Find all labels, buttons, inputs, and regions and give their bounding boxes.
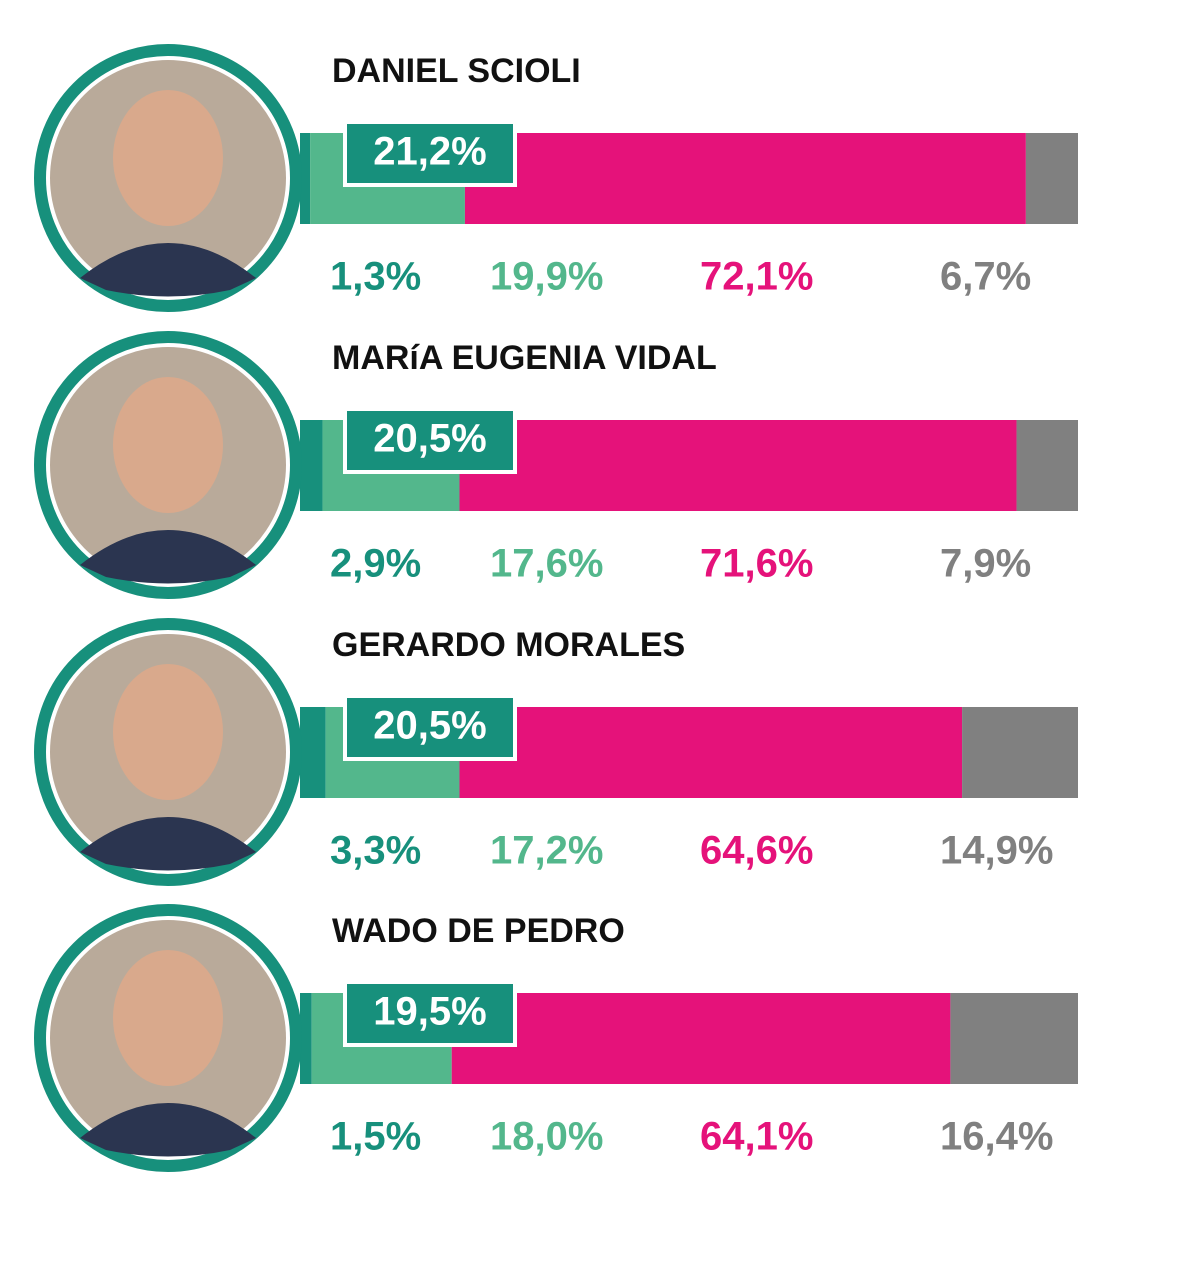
bar-segment — [300, 133, 311, 224]
portrait-body — [80, 530, 256, 584]
total-box — [343, 120, 517, 187]
value-label: 64,1% — [700, 1115, 813, 1159]
bar-segment — [459, 420, 1017, 511]
bar-segment — [300, 707, 326, 798]
bar-segment — [1016, 420, 1078, 511]
bar-segment — [459, 707, 963, 798]
value-label: 17,6% — [490, 542, 603, 586]
portrait-head — [113, 377, 223, 513]
value-label: 17,2% — [490, 829, 603, 873]
total-box — [343, 980, 517, 1047]
value-label: 16,4% — [940, 1115, 1053, 1159]
bar-segment — [962, 707, 1078, 798]
value-label: 71,6% — [700, 542, 813, 586]
total-box — [343, 407, 517, 474]
portrait-head — [113, 950, 223, 1086]
bar-segment — [300, 993, 312, 1084]
bar-segment — [300, 420, 323, 511]
value-label: 14,9% — [940, 829, 1053, 873]
candidate-name: GERARDO MORALES — [332, 626, 685, 664]
candidate-name: WADO DE PEDRO — [332, 912, 625, 950]
value-label: 64,6% — [700, 829, 813, 873]
value-label: 18,0% — [490, 1115, 603, 1159]
portrait — [34, 904, 302, 1172]
total-label: 20,5% — [373, 417, 486, 461]
value-label: 19,9% — [490, 255, 603, 299]
candidate-name: MARíA EUGENIA VIDAL — [332, 339, 717, 377]
portrait-body — [80, 243, 256, 297]
portrait-body — [80, 1103, 256, 1157]
value-label: 7,9% — [940, 542, 1031, 586]
value-label: 1,3% — [330, 255, 421, 299]
value-label: 1,5% — [330, 1115, 421, 1159]
total-label: 20,5% — [373, 704, 486, 748]
total-label: 19,5% — [373, 990, 486, 1034]
value-label: 72,1% — [700, 255, 813, 299]
value-label: 3,3% — [330, 829, 421, 873]
portrait-body — [80, 817, 256, 871]
bar-segment — [451, 993, 951, 1084]
portrait-head — [113, 664, 223, 800]
bar-segment — [1025, 133, 1078, 224]
bar-segment — [950, 993, 1078, 1084]
portrait-head — [113, 90, 223, 226]
value-label: 6,7% — [940, 255, 1031, 299]
total-label: 21,2% — [373, 130, 486, 174]
portrait — [34, 44, 302, 312]
portrait — [34, 331, 302, 599]
bar-segment — [464, 133, 1026, 224]
total-box — [343, 694, 517, 761]
value-label: 2,9% — [330, 542, 421, 586]
candidate-name: DANIEL SCIOLI — [332, 52, 581, 90]
portrait — [34, 618, 302, 886]
